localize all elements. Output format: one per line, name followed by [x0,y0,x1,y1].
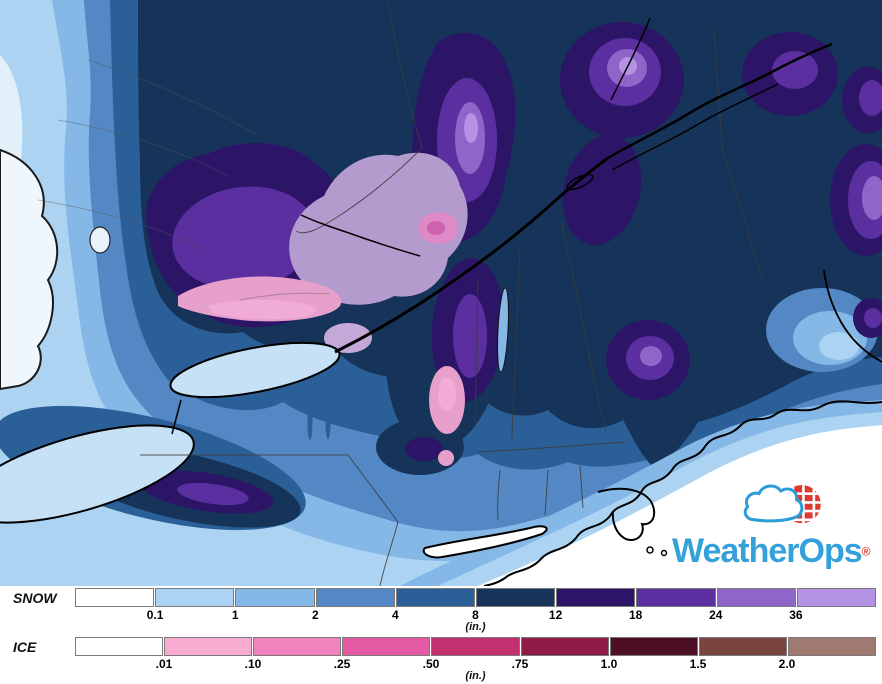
legend-tick-label: 1.5 [689,657,707,671]
state-borders [140,0,763,586]
legend-tick-label: 12 [548,608,563,622]
snow-ice-accumulation-map [0,0,882,586]
atlantic-coastline [483,400,882,586]
finger-lake [307,404,313,440]
legend-tick-label: 2 [311,608,319,622]
legend-tick-label: 18 [629,608,643,622]
legend-color-segment [609,637,698,656]
island [660,549,668,557]
legend-color-segment [716,588,796,607]
weatherops-cloud-icon [743,484,821,524]
legend-color-segment [796,588,877,607]
legend-tick-label: 4 [392,608,399,622]
legend-color-segment [342,637,431,656]
legend-tick-label: .25 [333,657,351,671]
snow-contours [0,0,882,586]
legend-color-segment [235,588,315,607]
legend-tick-label: .01 [155,657,173,671]
coastline-and-rivers [171,17,882,586]
fundy-coast [823,269,882,363]
saguenay-river [610,17,651,101]
legend-tick-label: 1 [231,608,239,622]
ice-legend: ICE .01 .10 .25 .50 .75 1.0 1.5 2.0 (in.) [0,635,882,684]
legend-color-segment [476,588,556,607]
lake-ontario [169,341,341,399]
legend-color-segment [75,637,164,656]
long-island [422,525,548,559]
snow-tick-row: 0.1 1 2 4 8 12 18 24 36 [75,608,876,622]
finger-lake [325,409,331,439]
ice-contours [178,152,468,466]
legend-color-segment [253,637,342,656]
ice-tick-row: .01 .10 .25 .50 .75 1.0 1.5 2.0 [75,657,876,671]
lake-simcoe [89,226,111,254]
legend-color-segment [698,637,787,656]
legend-tick-label: 24 [709,608,723,622]
legend-color-segment [787,637,876,656]
legend-tick-label: .50 [422,657,440,671]
st-lawrence-river [607,42,833,160]
lakes [0,148,509,524]
snow-legend: SNOW 0.1 1 2 4 8 12 18 24 36 (in.) [0,586,882,635]
legend-tick-label: .75 [511,657,529,671]
ottawa-river [300,214,421,257]
legend-color-segment [75,588,155,607]
weatherops-logo: WeatherOps® [636,478,882,568]
legend-color-segment [431,637,520,656]
legend-color-segment [164,637,253,656]
legend-tick-label: 36 [789,608,803,622]
weatherops-wordmark: WeatherOps [672,532,863,570]
legend-tick-label: 8 [472,608,479,622]
legend-color-segment [556,588,636,607]
ice-unit-label: (in.) [465,670,486,682]
legend-area: SNOW 0.1 1 2 4 8 12 18 24 36 (in.) ICE .01.10.25… [0,586,882,684]
legend-color-segment [636,588,716,607]
registered-mark: ® [861,544,871,559]
legend-tick-label: 1.0 [600,657,618,671]
geo-lines [37,59,331,301]
island [646,546,654,554]
ice-legend-label: ICE [13,639,37,655]
lake-champlain [497,287,509,373]
snow-legend-label: SNOW [13,590,57,606]
snow-unit-label: (in.) [465,621,486,633]
legend-color-segment [315,588,395,607]
lake-huron [0,148,59,391]
legend-color-segment [155,588,235,607]
cape-cod [597,487,656,542]
legend-tick-label: 2.0 [778,657,796,671]
montreal-island [566,173,594,191]
legend-tick-label: 0.1 [146,608,164,622]
niagara-river [171,399,182,435]
ice-color-bar [75,637,876,656]
snow-color-bar [75,588,877,607]
legend-color-segment [520,637,609,656]
st-lawrence-border [334,156,609,354]
lake-erie [0,424,195,524]
legend-color-segment [395,588,476,607]
legend-tick-label: .10 [244,657,262,671]
